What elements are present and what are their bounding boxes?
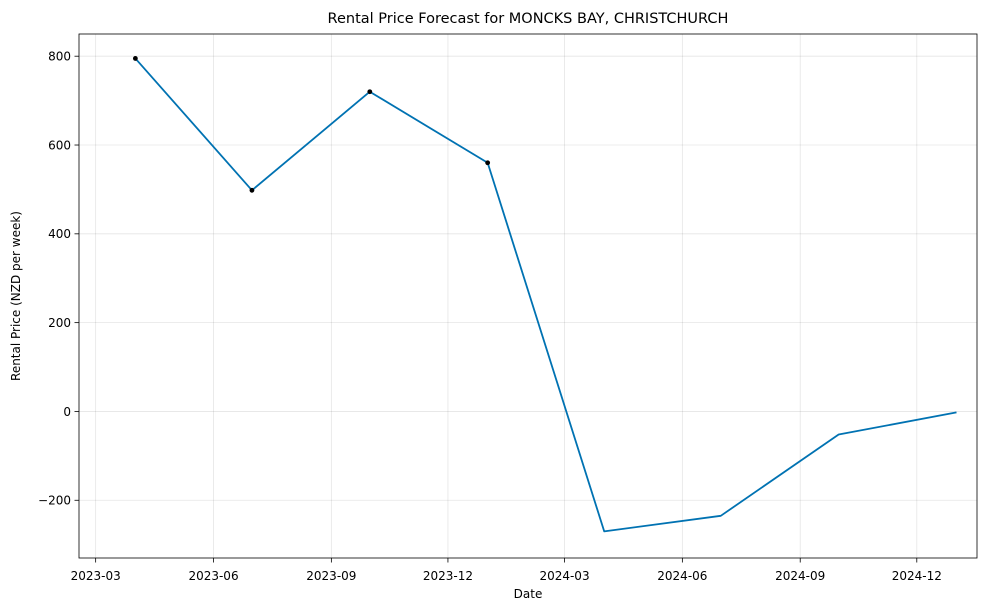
observed-point (367, 89, 373, 95)
x-tick-label: 2024-03 (539, 569, 589, 583)
grid-lines (79, 34, 977, 558)
y-tick-label: 0 (63, 405, 71, 419)
x-tick-label: 2024-12 (892, 569, 942, 583)
y-tick-label: 200 (48, 316, 71, 330)
y-tick-label: 800 (48, 50, 71, 64)
x-axis-title: Date (514, 587, 543, 601)
y-tick-label: 400 (48, 227, 71, 241)
y-tick-label: 600 (48, 138, 71, 152)
chart-title: Rental Price Forecast for MONCKS BAY, CH… (328, 11, 729, 27)
x-tick-label: 2023-12 (423, 569, 473, 583)
x-tick-label: 2023-09 (306, 569, 356, 583)
y-axis-title: Rental Price (NZD per week) (9, 211, 23, 381)
forecast-series (134, 57, 957, 533)
x-tick-label: 2023-03 (71, 569, 121, 583)
observed-points (132, 56, 491, 193)
x-axis-ticks: 2023-03 2023-06 2023-09 2023-12 2024-03 2024-… (71, 558, 942, 583)
x-tick-label: 2024-06 (657, 569, 707, 583)
observed-point (485, 160, 491, 166)
x-tick-label: 2024-09 (775, 569, 825, 583)
x-tick-label: 2023-06 (188, 569, 238, 583)
forecast-line (134, 57, 957, 533)
observed-point (132, 56, 138, 61)
y-axis-ticks: −200 0 200 400 600 800 (38, 50, 79, 508)
y-tick-label: −200 (38, 494, 71, 508)
plot-frame (78, 33, 978, 559)
observed-point (249, 187, 255, 193)
